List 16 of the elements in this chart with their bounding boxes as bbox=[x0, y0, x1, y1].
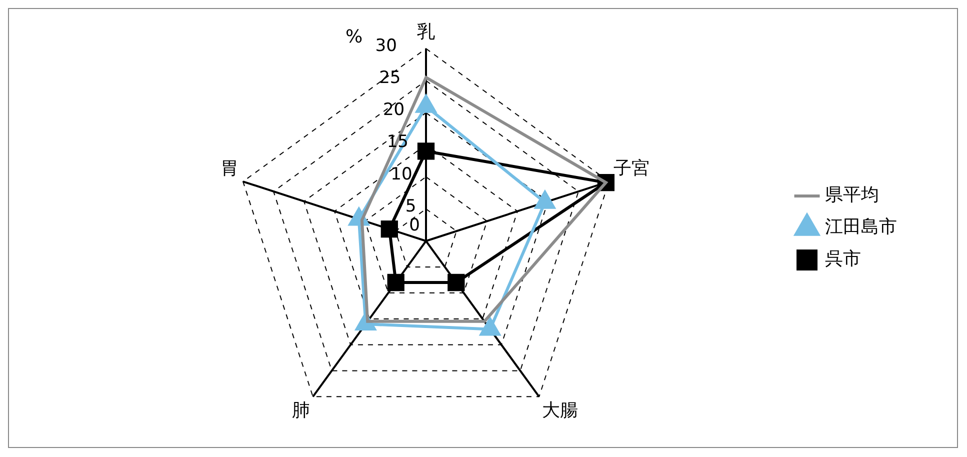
y-tick-label: 0 bbox=[409, 215, 420, 236]
spoke-label: 大腸 bbox=[542, 400, 578, 422]
spoke-label: 子宮 bbox=[614, 158, 650, 179]
spoke-label: 肺 bbox=[292, 400, 310, 422]
spoke-label: 胃 bbox=[220, 158, 238, 179]
legend-label: 県平均 bbox=[825, 184, 879, 206]
y-tick-label: 10 bbox=[390, 164, 412, 184]
legend-label: 呉市 bbox=[825, 248, 861, 270]
y-tick-label: 30 bbox=[375, 36, 397, 56]
y-tick-label: 25 bbox=[379, 68, 401, 88]
y-tick-label: 5 bbox=[405, 196, 416, 216]
y-tick-label: 20 bbox=[382, 100, 405, 120]
text: % bbox=[345, 26, 363, 48]
y-tick-label: 15 bbox=[386, 132, 408, 152]
legend-label: 江田島市 bbox=[825, 216, 897, 238]
spoke-label: 乳 bbox=[417, 21, 435, 42]
